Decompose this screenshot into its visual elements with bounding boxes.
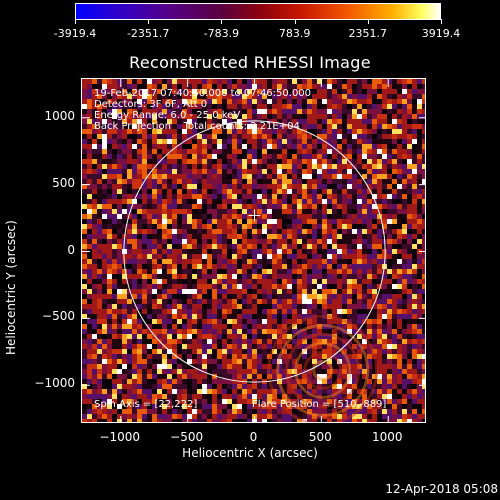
heatmap-pixels — [82, 79, 425, 422]
flare-position-label: Flare Position = [510,-889] — [252, 399, 387, 410]
y-tick-label: −1000 — [34, 376, 75, 391]
x-tick-label: 500 — [308, 430, 332, 444]
colorbar-tick — [75, 19, 76, 24]
y-tick-label: 0 — [67, 242, 75, 257]
flare-ring — [267, 314, 379, 422]
flare-ring — [285, 332, 361, 408]
flare-ring — [312, 359, 334, 381]
info-line-1: 19-Feb-2017 07:40:50.000 to 07:46:50.000 — [94, 88, 312, 99]
colorbar-tick — [221, 19, 222, 24]
timestamp: 12-Apr-2018 05:08 — [385, 482, 498, 496]
flare-ring — [276, 323, 370, 417]
y-tick-label: −500 — [42, 309, 75, 324]
heatmap-svg — [82, 79, 425, 422]
info-line-2: Detectors: 3F 6F, Att 0 — [94, 99, 208, 110]
y-tick-label: 1000 — [44, 108, 75, 123]
x-tick-label: −1000 — [99, 430, 141, 444]
chart-title: Reconstructed RHESSI Image — [129, 53, 371, 72]
x-tick-label: 1000 — [371, 430, 403, 444]
colorbar-tick-label: 783.9 — [278, 27, 311, 40]
colorbar-tick — [368, 19, 369, 24]
colorbar-tick — [148, 19, 149, 24]
flare-ring — [303, 350, 343, 390]
flare-ring — [294, 341, 352, 399]
colorbar-tick-label: -3919.4 — [53, 27, 97, 40]
colorbar — [75, 3, 441, 20]
info-line-3: Energy Range: 6.0 - 25.0 keV — [94, 110, 241, 121]
colorbar-tick-label: -783.9 — [203, 27, 240, 40]
x-tick-label: 0 — [249, 430, 258, 444]
spin-axis-label: Spin Axis = [22,222] — [94, 399, 198, 410]
y-axis-title: Heliocentric Y (arcsec) — [4, 220, 18, 355]
x-axis-title: Heliocentric X (arcsec) — [182, 446, 318, 460]
colorbar-tick — [441, 19, 442, 24]
x-tick-label: −500 — [170, 430, 204, 444]
y-tick-label: 500 — [52, 175, 75, 190]
solar-limb-circle — [123, 120, 386, 383]
colorbar-tick-label: -2351.7 — [126, 27, 170, 40]
info-line-4: Back Projection Total counts: 2.21E+04 — [94, 121, 300, 132]
plot-area: 19-Feb-2017 07:40:50.000 to 07:46:50.000… — [81, 78, 426, 423]
colorbar-tick-label: 3919.4 — [421, 27, 461, 40]
colorbar-tick — [295, 19, 296, 24]
colorbar-tick-label: 2351.7 — [348, 27, 388, 40]
